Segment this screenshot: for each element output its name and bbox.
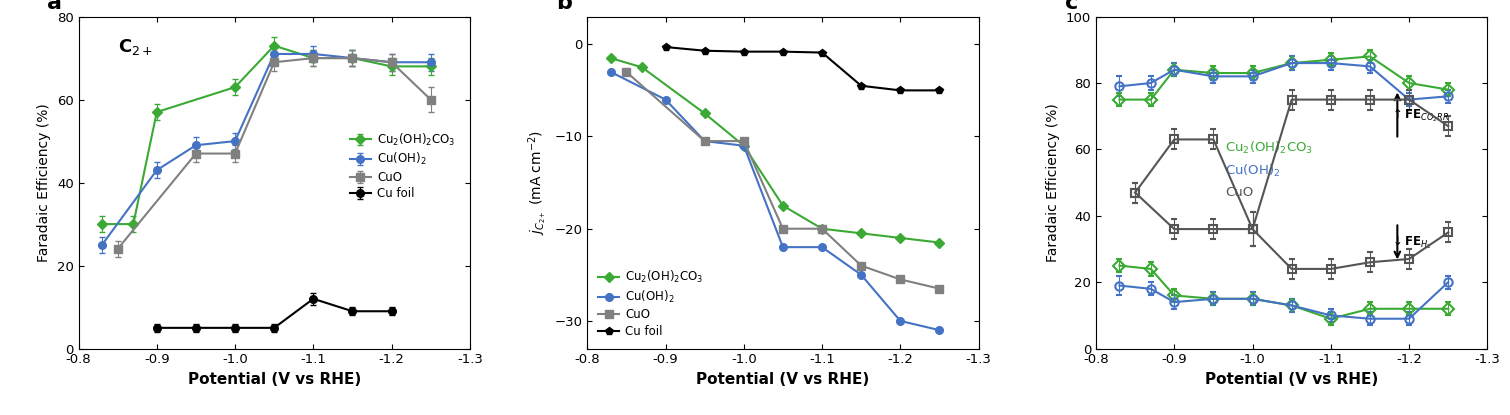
Y-axis label: Faradaic Efficiency (%): Faradaic Efficiency (%) — [38, 103, 51, 262]
X-axis label: Potential (V vs RHE): Potential (V vs RHE) — [1205, 372, 1379, 387]
Line: Cu$_2$(OH)$_2$CO$_3$: Cu$_2$(OH)$_2$CO$_3$ — [607, 54, 944, 247]
Cu(OH)$_2$ — [930, 328, 948, 333]
Y-axis label: Faradaic Efficiency (%): Faradaic Efficiency (%) — [1046, 103, 1060, 262]
Cu$_2$(OH)$_2$CO$_3$ — [601, 56, 619, 61]
Cu(OH)$_2$ — [657, 97, 675, 102]
Cu foil — [852, 83, 870, 88]
Cu$_2$(OH)$_2$CO$_3$ — [773, 203, 791, 208]
Cu foil — [812, 50, 830, 55]
X-axis label: Potential (V vs RHE): Potential (V vs RHE) — [696, 372, 870, 387]
Cu(OH)$_2$ — [696, 139, 714, 144]
Text: Cu(OH)$_2$: Cu(OH)$_2$ — [1225, 163, 1280, 179]
CuO — [930, 286, 948, 291]
Line: CuO: CuO — [622, 68, 944, 293]
Cu$_2$(OH)$_2$CO$_3$ — [735, 143, 753, 148]
Cu(OH)$_2$ — [891, 318, 909, 323]
Text: c: c — [1065, 0, 1078, 13]
Cu$_2$(OH)$_2$CO$_3$ — [696, 111, 714, 116]
X-axis label: Potential (V vs RHE): Potential (V vs RHE) — [187, 372, 361, 387]
Line: Cu foil: Cu foil — [661, 43, 944, 94]
Cu$_2$(OH)$_2$CO$_3$ — [852, 231, 870, 236]
Y-axis label: $\it{j}$$_{C_{2+}}$ (mA cm$^{-2}$): $\it{j}$$_{C_{2+}}$ (mA cm$^{-2}$) — [525, 130, 548, 235]
Cu foil — [891, 88, 909, 93]
CuO — [618, 69, 636, 74]
Cu$_2$(OH)$_2$CO$_3$ — [812, 226, 830, 231]
Cu(OH)$_2$ — [735, 143, 753, 148]
CuO — [812, 226, 830, 231]
Text: a: a — [47, 0, 62, 13]
Cu foil — [657, 44, 675, 49]
Cu(OH)$_2$ — [852, 272, 870, 277]
Legend: Cu$_2$(OH)$_2$CO$_3$, Cu(OH)$_2$, CuO, Cu foil: Cu$_2$(OH)$_2$CO$_3$, Cu(OH)$_2$, CuO, C… — [593, 264, 708, 343]
CuO — [773, 226, 791, 231]
Cu(OH)$_2$ — [812, 245, 830, 250]
CuO — [735, 139, 753, 144]
Cu(OH)$_2$ — [773, 245, 791, 250]
CuO — [852, 263, 870, 268]
CuO — [891, 277, 909, 282]
Cu$_2$(OH)$_2$CO$_3$ — [930, 240, 948, 245]
Text: Cu$_2$(OH)$_2$CO$_3$: Cu$_2$(OH)$_2$CO$_3$ — [1225, 139, 1314, 156]
Text: $\downarrow$FE$_{H_2}$: $\downarrow$FE$_{H_2}$ — [1389, 234, 1431, 251]
Cu$_2$(OH)$_2$CO$_3$ — [891, 235, 909, 240]
CuO — [696, 139, 714, 144]
Text: $\uparrow$FE$_{CO_2RR}$: $\uparrow$FE$_{CO_2RR}$ — [1389, 108, 1450, 124]
Legend: Cu$_2$(OH)$_2$CO$_3$, Cu(OH)$_2$, CuO, Cu foil: Cu$_2$(OH)$_2$CO$_3$, Cu(OH)$_2$, CuO, C… — [344, 127, 461, 205]
Text: b: b — [556, 0, 572, 13]
Text: CuO: CuO — [1225, 186, 1253, 199]
Cu foil — [930, 88, 948, 93]
Cu foil — [696, 48, 714, 53]
Cu(OH)$_2$ — [601, 69, 619, 74]
Cu foil — [773, 49, 791, 54]
Text: C$_{2+}$: C$_{2+}$ — [118, 37, 153, 56]
Line: Cu(OH)$_2$: Cu(OH)$_2$ — [607, 68, 944, 334]
Cu foil — [735, 49, 753, 54]
Cu$_2$(OH)$_2$CO$_3$ — [633, 65, 651, 70]
